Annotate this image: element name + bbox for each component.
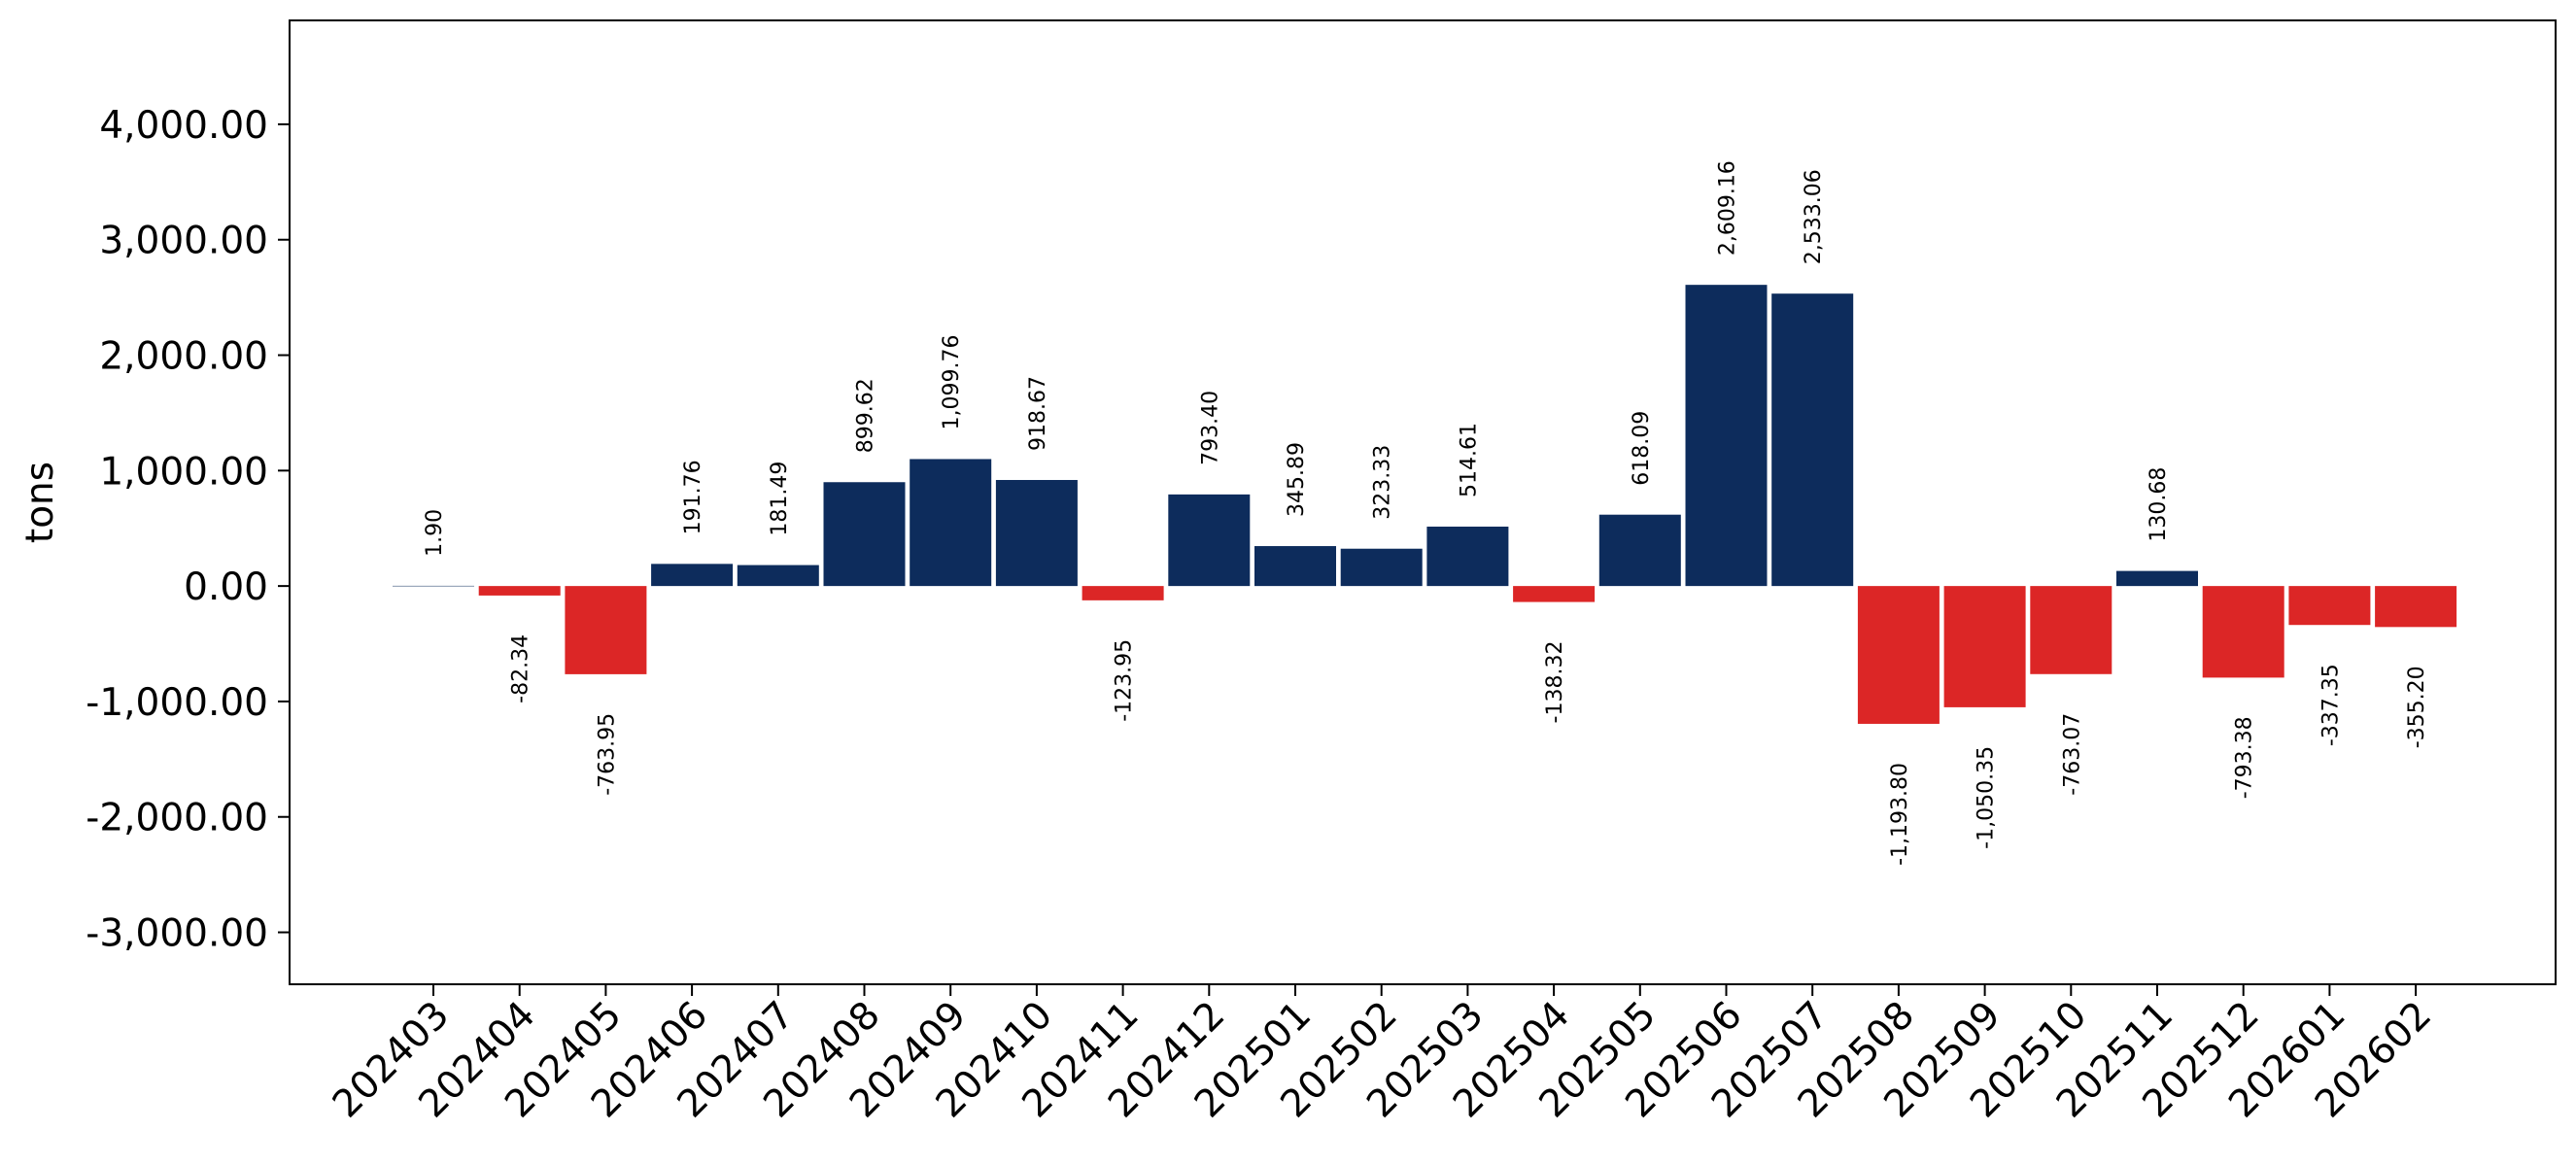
bar-202505 — [1598, 514, 1681, 587]
bar-202409 — [910, 459, 992, 587]
bars-layer — [393, 285, 2457, 724]
bar-202511 — [2116, 570, 2198, 587]
data-label-202504: -138.32 — [1543, 641, 1567, 724]
data-label-202503: 514.61 — [1457, 423, 1481, 497]
bar-202407 — [737, 565, 819, 587]
data-label-202505: 618.09 — [1630, 411, 1654, 486]
bar-202512 — [2202, 586, 2284, 678]
data-label-202508: -1,193.80 — [1888, 763, 1912, 866]
bar-202508 — [1857, 586, 1940, 724]
data-label-202408: 899.62 — [854, 378, 878, 453]
y-tick-label: 4,000.00 — [99, 104, 268, 148]
bar-202502 — [1340, 548, 1423, 587]
data-label-202406: 191.76 — [681, 460, 705, 534]
data-label-202501: 345.89 — [1285, 442, 1309, 517]
y-tick-label: -1,000.00 — [86, 681, 268, 725]
bar-202404 — [478, 586, 561, 596]
y-axis: -3,000.00 -2,000.00 -1,000.00 0.00 1,000.00 2… — [86, 104, 290, 956]
data-label-202507: 2,533.06 — [1802, 169, 1826, 264]
data-label-202405: -763.95 — [595, 713, 619, 796]
x-axis: 2024032024042024052024062024072024082024… — [325, 984, 2440, 1126]
data-label-202404: -82.34 — [509, 634, 533, 703]
data-label-202411: -123.95 — [1113, 639, 1137, 722]
bar-202510 — [2030, 586, 2112, 674]
bar-202403 — [393, 585, 474, 587]
y-tick-label: 1,000.00 — [99, 450, 268, 494]
bar-202411 — [1082, 586, 1164, 600]
data-label-202512: -793.38 — [2233, 716, 2257, 799]
bar-202602 — [2375, 586, 2457, 628]
y-tick-label: 2,000.00 — [99, 335, 268, 379]
bar-202406 — [651, 564, 734, 587]
y-axis-label: tons — [18, 462, 62, 543]
plot-frame — [289, 19, 2557, 985]
y-tick-label: 0.00 — [184, 565, 268, 609]
bar-202509 — [1943, 586, 2026, 707]
data-label-202509: -1,050.35 — [1975, 746, 1999, 849]
data-label-202506: 2,609.16 — [1716, 160, 1740, 256]
data-labels: 1.90 -82.34 -763.95 191.76 181.49 899.62 1,099… — [423, 160, 2429, 866]
data-label-202412: 793.40 — [1198, 391, 1222, 465]
data-label-202410: 918.67 — [1026, 376, 1050, 451]
data-label-202511: 130.68 — [2147, 467, 2171, 542]
y-tick-label: -3,000.00 — [86, 912, 268, 956]
bar-202408 — [823, 482, 906, 587]
bar-202506 — [1685, 285, 1768, 587]
y-tick-label: -2,000.00 — [86, 797, 268, 840]
data-label-202601: -337.35 — [2318, 664, 2343, 746]
data-label-202510: -763.07 — [2060, 713, 2084, 796]
data-label-202602: -355.20 — [2405, 666, 2429, 748]
bar-202504 — [1513, 586, 1596, 602]
bar-202503 — [1426, 526, 1509, 587]
bar-202601 — [2288, 586, 2371, 626]
bar-202412 — [1168, 494, 1251, 587]
bar-202501 — [1254, 546, 1336, 587]
data-label-202403: 1.90 — [423, 509, 447, 557]
data-label-202409: 1,099.76 — [940, 335, 964, 430]
y-tick-label: 3,000.00 — [99, 220, 268, 263]
bar-202507 — [1771, 293, 1854, 587]
bar-202405 — [565, 586, 647, 674]
data-label-202502: 323.33 — [1371, 445, 1395, 520]
data-label-202407: 181.49 — [768, 462, 792, 536]
bar-202410 — [995, 479, 1078, 587]
